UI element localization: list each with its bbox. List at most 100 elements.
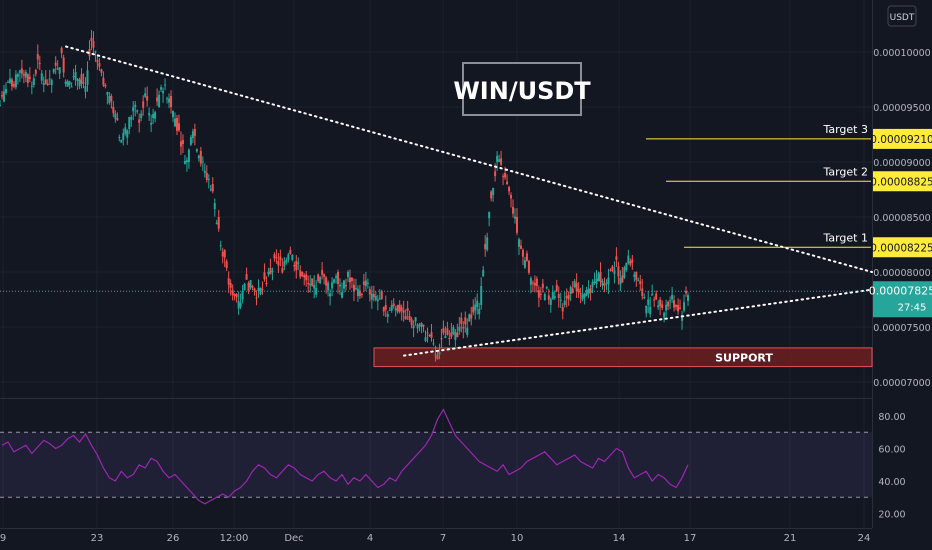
candle-body	[325, 277, 328, 286]
candle-body	[40, 73, 43, 81]
candle-body	[376, 299, 379, 302]
time-tick-label: 7	[440, 533, 446, 544]
candle-body	[553, 296, 556, 299]
candle-body	[233, 294, 236, 297]
countdown-label: 27:45	[898, 302, 927, 313]
candle-body	[148, 112, 151, 116]
candle-body	[132, 107, 135, 112]
candle-body	[2, 91, 5, 102]
candle-body	[384, 305, 387, 310]
candle-body	[595, 278, 598, 284]
candle-body	[627, 255, 630, 264]
candle-body	[38, 63, 41, 64]
candle-body	[583, 293, 586, 298]
candle-body	[329, 293, 332, 297]
candle-body	[52, 68, 55, 73]
candle-body	[245, 274, 248, 280]
candle-body	[189, 137, 192, 145]
candle-body	[512, 206, 515, 214]
rsi-axis[interactable]: 80.00 60.00 40.00 20.00	[878, 412, 905, 521]
candle-body	[191, 131, 194, 139]
candle-body	[303, 275, 306, 278]
candle-body	[466, 327, 469, 335]
candle-body	[496, 155, 499, 162]
candle-body	[410, 319, 413, 325]
time-axis[interactable]: 9 23 26 12:00 Dec 4 7 10 14 17 21 24	[0, 533, 870, 544]
candle-body	[341, 292, 344, 298]
candle-body	[651, 293, 654, 296]
candle-body	[158, 94, 161, 107]
candle-body	[68, 81, 71, 85]
candle-body	[94, 51, 97, 53]
target-price-badge	[873, 171, 932, 192]
candle-body	[605, 282, 608, 284]
candle-body	[152, 113, 155, 118]
rsi-tick-label: 80.00	[878, 412, 905, 423]
candle-body	[122, 133, 125, 140]
candle-body	[16, 74, 19, 77]
candle-body	[317, 274, 320, 281]
candle-body	[603, 283, 606, 286]
candle-body	[559, 299, 562, 301]
candle-body	[382, 306, 385, 312]
ascending-support-trendline[interactable]	[403, 288, 873, 357]
candle-body	[130, 117, 133, 120]
candle-body	[58, 67, 61, 74]
time-tick-label: 12:00	[220, 533, 249, 544]
candle-body	[569, 287, 572, 294]
candle-body	[406, 308, 409, 311]
candle-body	[86, 70, 89, 85]
candle-body	[352, 284, 355, 292]
candle-body	[48, 78, 51, 80]
support-zone[interactable]	[373, 347, 873, 368]
candle-body	[597, 273, 600, 282]
candle-body	[30, 85, 33, 87]
candle-body	[416, 324, 419, 329]
candle-body	[420, 323, 423, 327]
candle-body	[440, 338, 443, 340]
target-name: Target 2	[822, 165, 868, 178]
candle-body	[404, 315, 407, 320]
candle-body	[301, 272, 304, 276]
candle-body	[529, 278, 532, 285]
candle-body	[396, 305, 399, 312]
candle-body	[10, 79, 13, 87]
candle-body	[659, 299, 662, 307]
candle-body	[613, 270, 616, 274]
current-price-badge: 0.00007825 27:45	[869, 281, 932, 318]
candle-body	[323, 274, 326, 278]
candle-body	[337, 272, 340, 285]
candle-body	[402, 310, 405, 313]
candle-body	[162, 90, 165, 94]
price-axis[interactable]: 0.00010000 0.00009500 0.00009000 0.00008500…	[873, 48, 930, 389]
currency-button[interactable]: USDT	[887, 5, 917, 27]
candle-body	[607, 277, 610, 285]
candle-body	[579, 293, 582, 295]
candle-body	[229, 283, 232, 288]
candle-body	[462, 327, 465, 329]
candle-body	[295, 261, 298, 271]
candle-body	[434, 354, 437, 356]
candle-body	[537, 290, 540, 298]
candle-body	[267, 271, 270, 275]
target-price-label: 0.00009210	[870, 134, 932, 146]
candle-body	[60, 47, 63, 54]
candle-body	[619, 277, 622, 285]
candle-body	[525, 253, 528, 261]
candle-body	[633, 274, 636, 277]
candle-body	[508, 187, 511, 192]
candle-body	[120, 139, 123, 143]
candle-body	[144, 93, 147, 97]
time-tick-label: 4	[367, 533, 373, 544]
candle-body	[468, 314, 471, 322]
time-tick-label: 23	[91, 533, 104, 544]
target-price-badge	[873, 128, 932, 149]
candle-body	[444, 336, 447, 338]
candle-body	[675, 305, 678, 307]
candle-body	[472, 306, 475, 313]
candle-body	[488, 212, 491, 219]
candle-body	[239, 302, 242, 307]
candle-body	[442, 328, 445, 333]
descending-trendline[interactable]	[65, 45, 873, 273]
